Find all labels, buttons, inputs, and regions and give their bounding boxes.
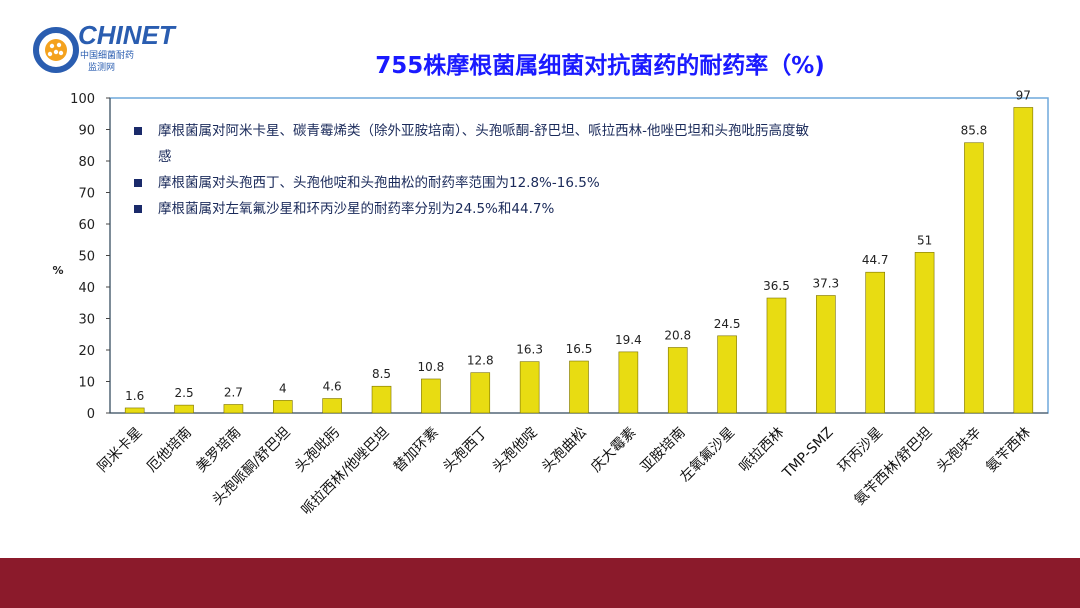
y-tick-label: 40: [78, 281, 95, 296]
data-label: 2.7: [224, 385, 243, 399]
bar: [569, 360, 589, 414]
y-tick-label: 0: [87, 407, 95, 422]
logo-brand: CHINET: [78, 20, 177, 50]
x-tick-label: 哌拉西林/他唑巴坦: [298, 424, 393, 519]
data-label: 12.8: [467, 354, 494, 368]
x-tick-label: 头孢吡肟: [292, 425, 343, 476]
y-tick-label: 60: [78, 218, 95, 233]
bar-chart: % 0 10 20 30 40 50 60 70 80 90 100 1.6 2.5 2.7 4 4.6 8.…: [52, 88, 1049, 519]
data-label: 10.8: [418, 360, 445, 374]
data-label: 36.5: [763, 279, 790, 293]
x-tick-label: 哌拉西林: [736, 424, 788, 476]
data-label: 44.7: [862, 253, 889, 267]
footer-bar: [0, 558, 1080, 608]
chart-title: 755株摩根菌属细菌对抗菌药的耐药率（%): [375, 53, 825, 79]
bar: [272, 400, 293, 414]
logo-ring-icon: [33, 27, 79, 73]
x-tick-label: 厄他培南: [144, 425, 195, 476]
data-label: 19.4: [615, 333, 642, 347]
notes-box: 摩根菌属对阿米卡星、碳青霉烯类（除外亚胺培南）、头孢哌酮-舒巴坦、哌拉西林-他唑…: [132, 118, 812, 222]
bar: [371, 385, 392, 414]
y-tick-label: 30: [78, 313, 95, 328]
bar: [964, 142, 984, 414]
data-label: 24.5: [714, 317, 741, 331]
note-item: 摩根菌属对头孢西丁、头孢他啶和头孢曲松的耐药率范围为12.8%-16.5%: [132, 170, 812, 196]
x-tick-label: 头孢曲松: [539, 425, 590, 476]
x-tick-label: 氨苄西林: [983, 425, 1034, 476]
y-tick-label: 90: [78, 124, 95, 139]
data-label: 97: [1016, 88, 1031, 102]
data-label: 4: [279, 381, 287, 395]
x-tick-label: 头孢呋辛: [934, 425, 985, 476]
data-label: 1.6: [125, 389, 144, 403]
x-tick-label: 头孢他啶: [490, 425, 541, 476]
x-tick-label: TMP-SMZ: [779, 425, 837, 483]
data-label: 16.3: [516, 343, 543, 357]
data-label: 85.8: [961, 124, 988, 138]
chinet-logo: CHINET 中国细菌耐药 监测网: [33, 20, 177, 73]
note-item: 摩根菌属对左氧氟沙星和环丙沙星的耐药率分别为24.5%和44.7%: [132, 196, 812, 222]
bar: [667, 347, 688, 414]
logo-subtitle-2: 监测网: [88, 61, 115, 73]
x-tick-label: 环丙沙星: [835, 425, 886, 476]
y-tick-label: 20: [78, 344, 95, 359]
data-label: 8.5: [372, 367, 391, 381]
bar: [766, 297, 787, 414]
bar: [618, 351, 639, 414]
bar: [174, 404, 194, 414]
bar: [470, 372, 491, 414]
bar: [223, 404, 244, 414]
bar: [865, 271, 886, 414]
data-label: 37.3: [812, 277, 839, 291]
data-label: 4.6: [323, 380, 342, 394]
data-label: 20.8: [664, 328, 691, 342]
data-label: 16.5: [566, 342, 593, 356]
y-axis-label: %: [52, 264, 63, 277]
y-tick-label: 10: [78, 376, 95, 391]
bar: [421, 378, 441, 414]
x-tick-label: 美罗培南: [193, 425, 244, 476]
bar: [322, 398, 342, 414]
bar: [717, 335, 737, 414]
logo-subtitle-1: 中国细菌耐药: [80, 49, 134, 61]
bar: [914, 252, 935, 414]
bar: [1013, 107, 1034, 414]
bar: [124, 407, 145, 414]
note-item: 摩根菌属对阿米卡星、碳青霉烯类（除外亚胺培南）、头孢哌酮-舒巴坦、哌拉西林-他唑…: [132, 118, 812, 170]
y-tick-label: 100: [70, 92, 95, 107]
data-label: 2.5: [175, 386, 194, 400]
y-tick-label: 80: [78, 155, 95, 170]
y-tick-label: 50: [78, 250, 95, 265]
x-tick-label: 亚胺培南: [638, 425, 689, 476]
x-tick-label: 头孢西丁: [440, 425, 491, 476]
bar: [816, 295, 836, 414]
x-tick-label: 阿米卡星: [95, 425, 146, 476]
x-tick-label: 庆大霉素: [588, 425, 639, 476]
bar: [519, 361, 540, 414]
x-tick-label: 替加环素: [391, 425, 442, 476]
y-tick-label: 70: [78, 187, 95, 202]
data-label: 51: [917, 233, 932, 247]
